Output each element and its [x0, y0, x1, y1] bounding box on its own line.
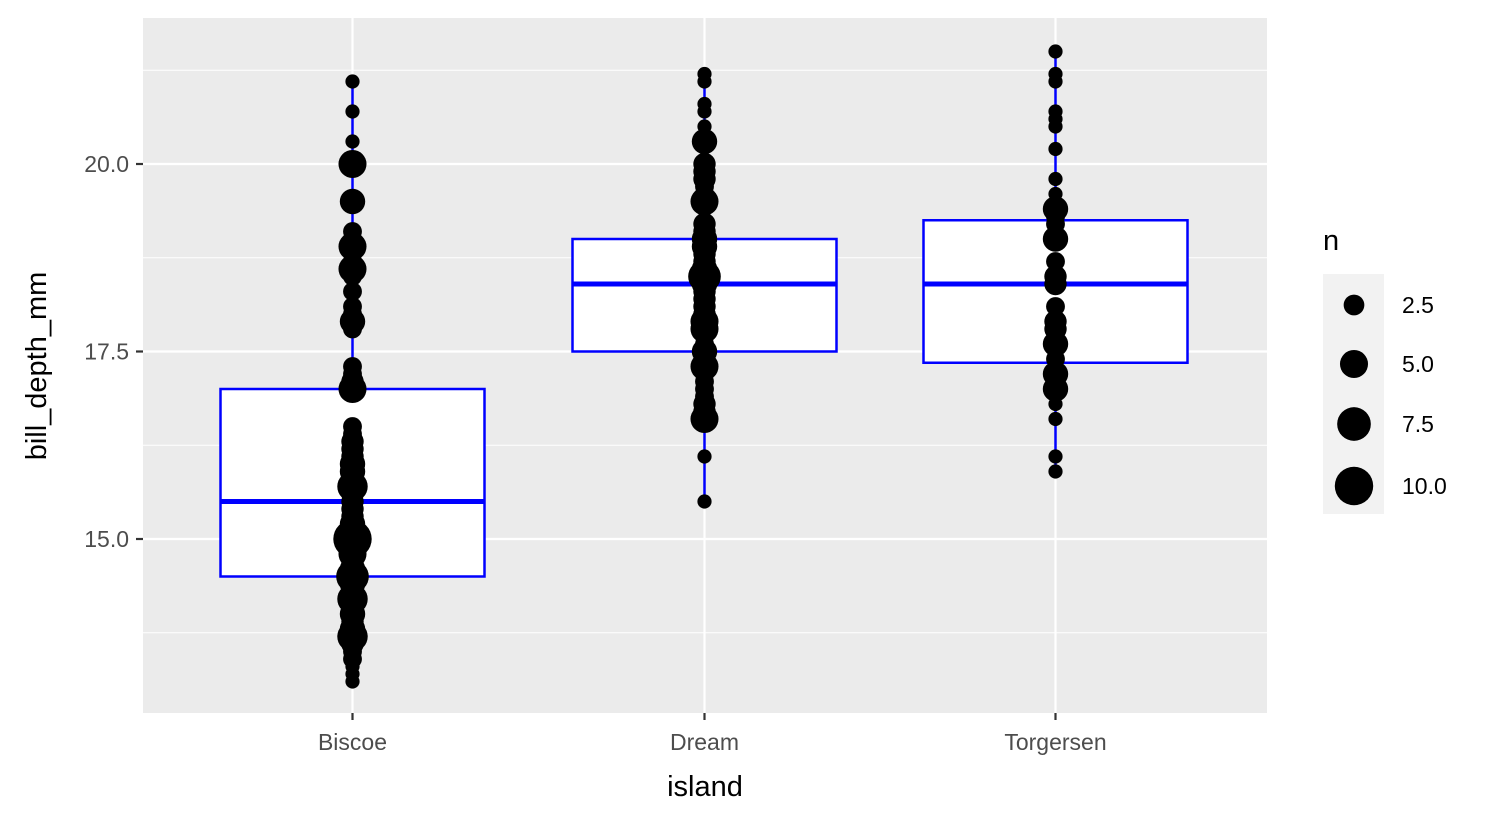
data-point [345, 104, 360, 119]
data-point [693, 212, 716, 236]
data-point [697, 96, 712, 112]
data-point [1048, 464, 1063, 479]
y-axis-title: bill_depth_mm [21, 272, 53, 461]
data-point [339, 188, 366, 215]
data-point [1044, 265, 1067, 288]
data-point [345, 74, 360, 89]
legend-label: 10.0 [1402, 473, 1447, 499]
points-dream [688, 66, 721, 509]
legend-title: n [1323, 225, 1339, 257]
data-point [343, 357, 362, 376]
data-point [1048, 449, 1063, 464]
axes: 15.0 17.5 20.0 Biscoe Dream Torgersen [84, 151, 1106, 755]
x-tick-label: Biscoe [318, 729, 387, 755]
data-point [343, 282, 362, 301]
x-axis-title: island [667, 771, 743, 803]
data-point [1044, 310, 1067, 333]
data-point [338, 149, 367, 179]
data-point [1048, 104, 1063, 119]
data-point [1048, 141, 1063, 157]
data-point [1048, 171, 1063, 187]
y-tick-label: 15.0 [84, 526, 129, 552]
data-point [1046, 297, 1065, 316]
data-point [697, 119, 712, 134]
data-point [343, 417, 362, 436]
data-point [1046, 252, 1065, 271]
x-tick-label: Dream [670, 729, 739, 755]
data-point [345, 134, 360, 149]
legend-label: 7.5 [1402, 411, 1434, 437]
data-point [697, 66, 712, 82]
data-points [333, 44, 1069, 689]
points-biscoe [333, 74, 372, 689]
legend: n 2.5 5.0 7.5 10.0 [1323, 225, 1447, 514]
legend-key [1343, 294, 1365, 316]
data-point [1048, 66, 1063, 82]
x-tick-label: Torgersen [1004, 729, 1106, 755]
data-point [1042, 361, 1069, 387]
data-point [691, 128, 718, 155]
data-point [1048, 186, 1063, 202]
legend-key [1337, 407, 1371, 441]
y-tick-label: 20.0 [84, 151, 129, 177]
data-point [1048, 411, 1063, 427]
y-tick-label: 17.5 [84, 339, 129, 365]
legend-key [1334, 466, 1374, 506]
legend-label: 5.0 [1402, 351, 1434, 377]
data-point [343, 297, 362, 316]
data-point [1042, 226, 1069, 252]
data-point [1048, 44, 1063, 59]
legend-key [1339, 349, 1369, 379]
data-point [343, 222, 362, 241]
legend-label: 2.5 [1402, 292, 1434, 318]
data-point [697, 449, 712, 464]
points-torgersen [1042, 44, 1069, 479]
data-point [1042, 196, 1069, 222]
data-point [697, 494, 712, 509]
data-point [693, 152, 716, 176]
